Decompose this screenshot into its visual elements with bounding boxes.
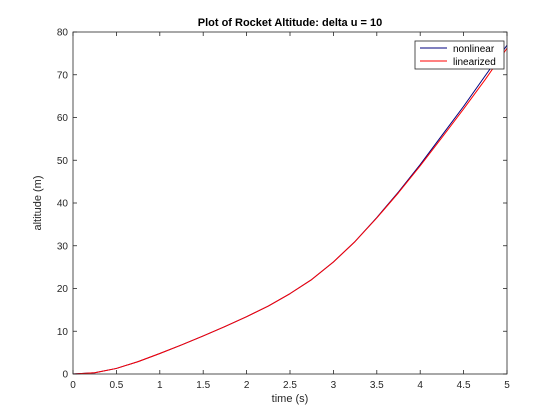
legend-label-linearized: linearized xyxy=(453,57,496,68)
x-tick-label: 3.5 xyxy=(370,380,384,391)
chart-title: Plot of Rocket Altitude: delta u = 10 xyxy=(198,17,382,29)
y-tick-label: 0 xyxy=(62,370,68,381)
y-tick-label: 50 xyxy=(57,156,69,167)
y-tick-label: 40 xyxy=(57,199,69,210)
y-tick-label: 10 xyxy=(57,327,69,338)
x-tick-label: 5 xyxy=(504,380,510,391)
x-tick-label: 1.5 xyxy=(196,380,210,391)
x-tick-label: 4 xyxy=(417,380,423,391)
legend: nonlinear linearized xyxy=(415,41,504,69)
x-tick-label: 2 xyxy=(244,380,250,391)
y-tick-label: 80 xyxy=(57,28,69,39)
x-tick-label: 1 xyxy=(157,380,163,391)
x-tick-label: 0.5 xyxy=(109,380,123,391)
y-tick-label: 30 xyxy=(57,241,69,252)
x-tick-label: 4.5 xyxy=(457,380,471,391)
x-tick-label: 0 xyxy=(70,380,76,391)
y-tick-label: 70 xyxy=(57,70,69,81)
y-tick-label: 60 xyxy=(57,113,69,124)
plot-area xyxy=(73,32,507,374)
y-axis-label: altitude (m) xyxy=(32,175,44,230)
y-tick-label: 20 xyxy=(57,284,69,295)
x-tick-label: 2.5 xyxy=(283,380,297,391)
legend-label-nonlinear: nonlinear xyxy=(453,44,495,55)
x-axis-label: time (s) xyxy=(272,393,309,405)
x-tick-label: 3 xyxy=(331,380,337,391)
